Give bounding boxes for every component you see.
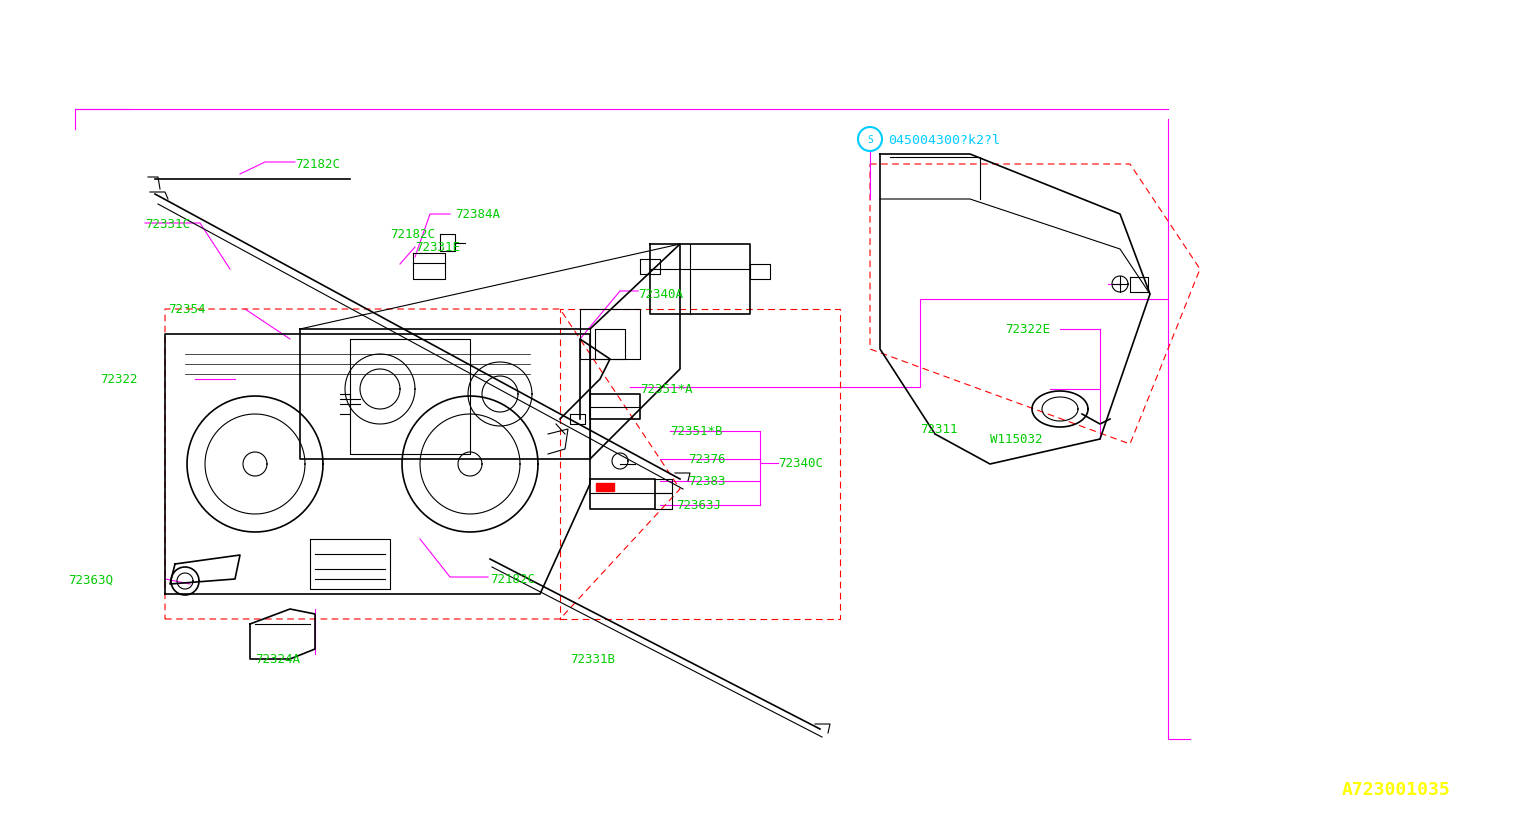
Text: 72351*B: 72351*B bbox=[671, 425, 723, 438]
Text: 72363J: 72363J bbox=[677, 499, 721, 512]
Text: 72324A: 72324A bbox=[255, 653, 300, 666]
Text: 72354: 72354 bbox=[168, 304, 206, 316]
Text: 72182C: 72182C bbox=[295, 158, 340, 171]
Text: 72376: 72376 bbox=[687, 453, 726, 466]
Text: 72331B: 72331B bbox=[571, 653, 615, 666]
Text: 72383: 72383 bbox=[687, 475, 726, 488]
Text: 72340A: 72340A bbox=[638, 288, 683, 301]
Text: 72331C: 72331C bbox=[145, 218, 191, 232]
Text: 72384A: 72384A bbox=[455, 208, 500, 222]
Text: 72331E: 72331E bbox=[415, 241, 460, 254]
Text: 72182C: 72182C bbox=[491, 573, 535, 586]
Text: 72322E: 72322E bbox=[1004, 323, 1050, 336]
Text: 72182C: 72182C bbox=[391, 228, 435, 241]
Text: 72363Q: 72363Q bbox=[68, 573, 112, 586]
Text: 72340C: 72340C bbox=[778, 457, 823, 470]
Text: S: S bbox=[867, 135, 874, 145]
Text: 045004300?k2?l: 045004300?k2?l bbox=[887, 133, 1000, 146]
Bar bbox=[597, 484, 614, 491]
Text: 72351*A: 72351*A bbox=[640, 383, 692, 396]
Text: 72311: 72311 bbox=[920, 423, 958, 436]
Text: 72322: 72322 bbox=[100, 373, 137, 386]
Text: W115032: W115032 bbox=[990, 433, 1043, 446]
Text: A723001035: A723001035 bbox=[1341, 780, 1450, 798]
